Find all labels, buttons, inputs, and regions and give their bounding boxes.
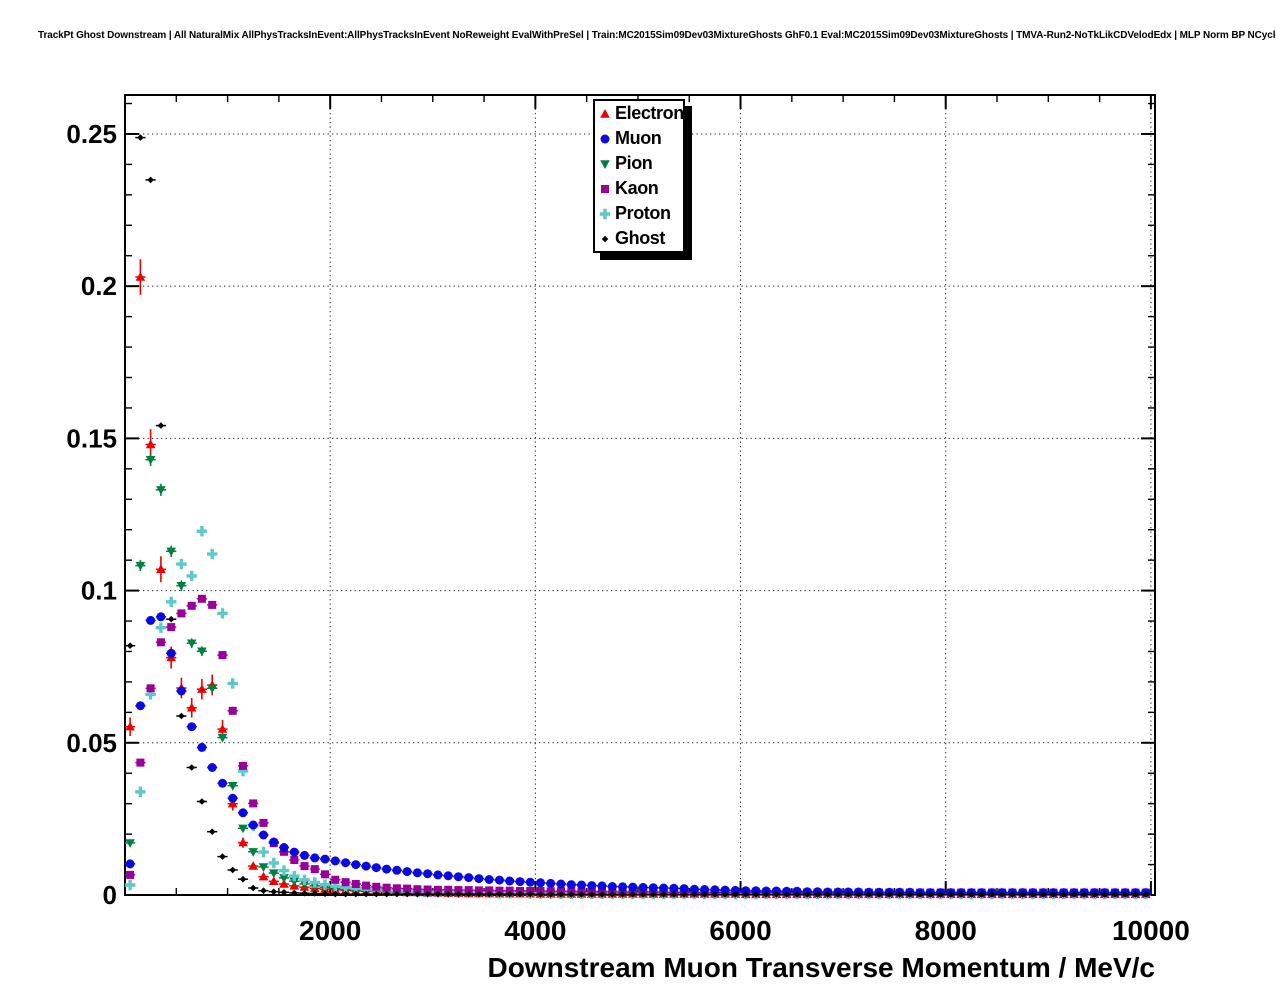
legend-marker-ghost-icon xyxy=(601,235,609,242)
series-pion xyxy=(125,453,1151,900)
legend-marker-proton-icon xyxy=(599,208,611,219)
x-tick-label: 8000 xyxy=(915,915,977,946)
x-tick-label: 4000 xyxy=(504,915,566,946)
y-tick-label: 0 xyxy=(103,880,117,910)
y-tick-label: 0.1 xyxy=(81,576,117,606)
legend-label: Ghost xyxy=(615,228,665,248)
legend-item-kaon: Kaon xyxy=(595,176,683,201)
legend-label: Muon xyxy=(615,128,662,148)
legend-label: Pion xyxy=(615,153,653,173)
x-axis-title: Downstream Muon Transverse Momentum / Me… xyxy=(488,952,1156,983)
legend: Electron Muon Pion Kaon Proton Ghost xyxy=(593,99,685,253)
legend-item-electron: Electron xyxy=(595,101,684,126)
series-muon xyxy=(125,612,1151,898)
y-tick-label: 0.2 xyxy=(81,271,117,301)
y-tick-label: 0.25 xyxy=(66,119,117,149)
legend-label: Proton xyxy=(615,203,671,223)
legend-marker-pion-icon xyxy=(600,159,610,169)
legend-item-muon: Muon xyxy=(595,126,683,151)
y-tick-label: 0.05 xyxy=(66,728,117,758)
legend-item-pion: Pion xyxy=(595,151,683,176)
series-kaon xyxy=(125,594,1151,897)
legend-marker-kaon-icon xyxy=(601,184,609,193)
legend-item-proton: Proton xyxy=(595,201,683,226)
legend-item-ghost: Ghost xyxy=(595,226,683,251)
x-tick-label: 6000 xyxy=(709,915,771,946)
legend-label: Kaon xyxy=(615,178,659,198)
series-electron xyxy=(125,259,1151,899)
y-tick-label: 0.15 xyxy=(66,423,117,453)
legend-marker-muon-icon xyxy=(600,134,610,143)
legend-label: Electron xyxy=(615,103,684,123)
x-tick-label: 10000 xyxy=(1112,915,1190,946)
x-tick-label: 2000 xyxy=(299,915,361,946)
legend-marker-electron-icon xyxy=(600,108,610,118)
plot-title: TrackPt Ghost Downstream | All NaturalMi… xyxy=(38,30,1276,41)
